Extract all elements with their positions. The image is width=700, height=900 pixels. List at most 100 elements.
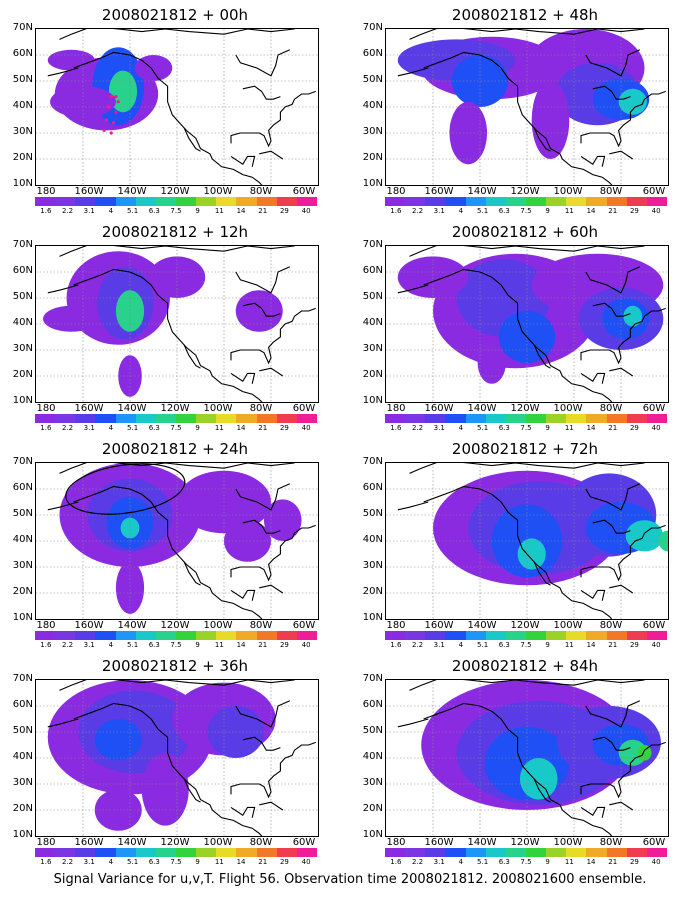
lon-tick-label: 160W [74, 837, 104, 848]
colorbar-label: 9 [545, 641, 550, 649]
colorbar-label: 7.5 [170, 207, 182, 215]
colorbar-label: 6.3 [148, 424, 160, 432]
colorbar-swatch [525, 414, 547, 423]
colorbar-label: 3.1 [83, 641, 95, 649]
colorbar-label: 1.6 [390, 858, 402, 866]
coastline [230, 741, 316, 799]
map-svg [386, 463, 668, 619]
colorbar-label: 5.1 [127, 641, 139, 649]
colorbar-swatch [385, 414, 406, 423]
colorbar-swatch [646, 848, 667, 857]
flight-track-point [104, 118, 109, 122]
coastline [259, 584, 284, 594]
colorbar-swatch [55, 197, 76, 206]
coastline [242, 519, 281, 534]
coastline [73, 485, 263, 619]
lat-tick-label: 50N [362, 508, 383, 519]
colorbar-label: 40 [651, 641, 661, 649]
coastline [259, 367, 284, 377]
colorbar-swatch [276, 631, 297, 640]
colorbar-label: 3.1 [433, 424, 445, 432]
colorbar-label: 7.5 [520, 641, 532, 649]
lat-tick-label: 10N [362, 395, 383, 406]
lat-tick-label: 70N [12, 456, 33, 467]
lon-tick-label: 180 [386, 620, 406, 631]
coastline [585, 49, 641, 77]
colorbar-label: 40 [651, 424, 661, 432]
lat-tick-label: 40N [362, 534, 383, 545]
colorbar-swatch [55, 414, 76, 423]
colorbar-swatch [646, 197, 667, 206]
lon-tick-label: 120W [160, 403, 190, 414]
variance-shading [120, 517, 140, 539]
lat-tick-label: 40N [362, 317, 383, 328]
colorbar-label: 21 [258, 641, 268, 649]
colorbar-swatch [95, 414, 116, 423]
colorbar-swatch [505, 197, 526, 206]
coastline [580, 90, 666, 148]
colorbar-label: 29 [629, 424, 639, 432]
coastline [592, 302, 631, 317]
colorbar [35, 848, 317, 857]
colorbar-swatch [505, 848, 526, 857]
map-plot-area [35, 679, 319, 837]
coastline [397, 67, 429, 77]
colorbar-swatch [175, 197, 197, 206]
variance-shading [519, 758, 558, 800]
colorbar-label: 14 [236, 424, 246, 432]
colorbar-swatch [296, 197, 317, 206]
lon-tick-label: 100W [553, 403, 583, 414]
panel-title: 2008021812 + 72h [451, 440, 599, 458]
colorbar-label: 9 [195, 858, 200, 866]
lat-tick-label: 60N [12, 482, 33, 493]
variance-shading [94, 719, 142, 761]
colorbar-label: 14 [236, 207, 246, 215]
colorbar-swatch [155, 631, 176, 640]
colorbar-swatch [115, 631, 136, 640]
lat-tick-label: 70N [12, 239, 33, 250]
lat-tick-label: 70N [362, 22, 383, 33]
map-svg [36, 680, 318, 836]
colorbar-swatch [546, 631, 567, 640]
colorbar-swatch [35, 414, 56, 423]
coastline [592, 85, 631, 100]
variance-shading [47, 49, 95, 71]
lat-tick-label: 40N [362, 751, 383, 762]
lat-tick-label: 20N [362, 369, 383, 380]
colorbar-swatch [566, 631, 587, 640]
map-plot-area [385, 462, 669, 620]
lat-tick-label: 30N [362, 560, 383, 571]
colorbar-swatch [135, 848, 156, 857]
lon-tick-label: 160W [424, 403, 454, 414]
lon-tick-label: 120W [160, 186, 190, 197]
flight-track-point [107, 105, 111, 109]
colorbar-label: 5.1 [127, 424, 139, 432]
flight-track-point [114, 95, 118, 99]
colorbar-swatch [276, 197, 297, 206]
variance-shading [531, 81, 570, 159]
colorbar-swatch [566, 848, 587, 857]
colorbar-label: 4 [458, 424, 464, 432]
colorbar-swatch [256, 631, 277, 640]
lon-tick-label: 140W [117, 186, 147, 197]
coastline [183, 344, 201, 369]
lon-tick-label: 80W [599, 403, 623, 414]
colorbar-label: 7.5 [520, 424, 532, 432]
variance-shading [449, 101, 488, 165]
colorbar-swatch [465, 631, 486, 640]
colorbar-swatch [445, 848, 466, 857]
colorbar-label: 6.3 [498, 641, 510, 649]
variance-shading [397, 256, 469, 298]
lon-tick-label: 140W [467, 403, 497, 414]
lat-tick-label: 10N [12, 829, 33, 840]
map-panel: 2008021812 + 24h 70N 60N 50N 40N 30N 20N 10N 180… [0, 434, 350, 652]
colorbar-swatch [445, 414, 466, 423]
map-panel: 2008021812 + 12h 70N 60N 50N 40N 30N 20N 10N 180… [0, 217, 350, 435]
colorbar-label: 11 [564, 641, 574, 649]
flight-track-point [114, 110, 118, 114]
map-svg [386, 29, 668, 185]
coastline [423, 51, 613, 185]
coastline [242, 736, 281, 751]
colorbar-label: 3.1 [433, 641, 445, 649]
colorbar-swatch [216, 848, 237, 857]
